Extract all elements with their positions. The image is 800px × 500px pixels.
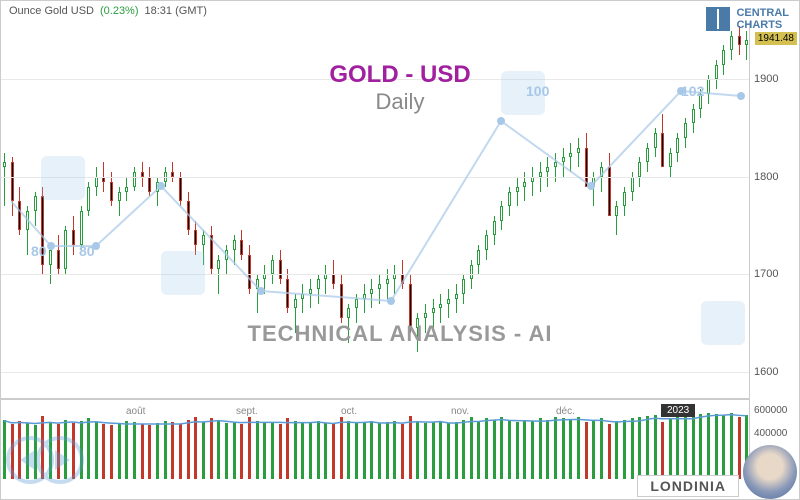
svg-text:80: 80 <box>31 243 47 259</box>
londinia-badge: LONDINIA <box>637 475 739 497</box>
symbol-name: Ounce Gold USD <box>9 5 94 17</box>
last-price-label: 1941.48 <box>755 32 797 45</box>
volume-chart[interactable] <box>1 399 749 479</box>
price-y-axis: 1600170018001900 <box>749 21 799 399</box>
avatar-icon[interactable] <box>743 445 797 499</box>
title-sub: Daily <box>329 89 470 115</box>
svg-text:102: 102 <box>681 83 705 99</box>
pct-change: (0.23%) <box>100 5 139 17</box>
watermark-arrow-icon <box>161 251 205 295</box>
watermark-target-icon <box>501 71 545 115</box>
chart-title: GOLD - USD Daily <box>329 61 470 115</box>
timezone: (GMT) <box>175 5 207 17</box>
brand-logo: CENTRALCHARTS <box>706 7 789 31</box>
brand-icon <box>706 7 730 31</box>
svg-text:80: 80 <box>79 243 95 259</box>
brand-text: CENTRALCHARTS <box>736 7 789 31</box>
title-main: GOLD - USD <box>329 61 470 89</box>
nav-arrows-icon[interactable] <box>5 415 85 495</box>
chart-header: Ounce Gold USD (0.23%) 18:31 (GMT) <box>1 1 215 21</box>
watermark-icon <box>41 156 85 200</box>
watermark-chart-icon <box>701 301 745 345</box>
time: 18:31 <box>145 5 173 17</box>
tech-analysis-label: TECHNICAL ANALYSIS - AI <box>248 321 553 347</box>
